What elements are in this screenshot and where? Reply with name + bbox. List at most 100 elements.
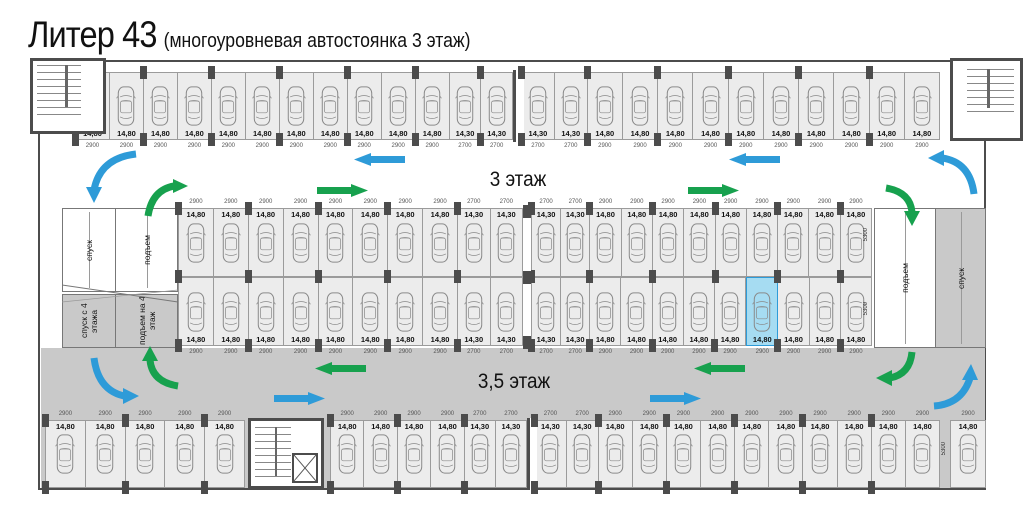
parking-space[interactable]: 14,80 2900 [710,277,747,355]
parking-space[interactable]: 14,30 2700 [454,277,491,355]
parking-space[interactable]: 14,80 2900 [774,199,810,283]
car-icon [627,220,647,266]
parking-space[interactable]: 14,80 2900 [207,66,246,149]
parking-space[interactable]: 14,80 2900 [384,277,424,355]
parking-space[interactable]: 14,80 2900 [809,199,841,277]
parking-space[interactable]: 14,80 2900 [836,277,873,355]
parking-space[interactable]: 14,30 2700 [561,199,591,277]
parking-space[interactable]: 14,80 2900 [165,411,206,488]
parking-space[interactable]: 14,80 2900 [109,72,144,149]
parking-space[interactable]: 14,80 2900 [632,411,667,488]
parking-space[interactable]: 14,80 2900 [693,72,729,149]
parking-space[interactable]: 14,80 2900 [865,66,905,149]
parking-space[interactable]: 14,80 2900 [175,277,214,355]
parking-space[interactable]: 14,30 2700 [518,66,555,149]
parking-space[interactable]: 14,80 2900 [393,411,432,494]
parking-space[interactable]: 14,80 2900 [353,199,389,277]
parking-space[interactable]: 14,80 2900 [423,277,458,355]
parking-space[interactable]: 14,80 2900 [384,199,424,283]
parking-space[interactable]: 14,80 2900 [950,411,986,488]
parking-space[interactable]: 14,80 2900 [731,411,770,494]
parking-space[interactable]: 14,80 2900 [42,411,86,494]
parking-space[interactable]: 14,80 2900 [411,66,450,149]
parking-space[interactable]: 14,80 2900 [701,411,736,488]
parking-space[interactable]: 14,30 2700 [566,411,599,488]
parking-space[interactable]: 14,30 2700 [460,411,496,494]
staircase-top-left[interactable] [30,58,106,134]
parking-space[interactable]: 14,80 2900 [654,66,694,149]
parking-space[interactable]: 14,80 2900 [586,277,622,355]
parking-space[interactable]: 14,80 2900 [381,72,416,149]
parking-space[interactable]: 14,80 2900 [343,66,382,149]
parking-space[interactable]: 14,30 2700 [490,199,523,277]
parking-space[interactable]: 14,80 2900 [201,411,245,494]
parking-space[interactable]: 14,80 2900 [314,199,354,283]
parking-space[interactable]: 14,80 2900 [834,72,870,149]
ramp-ascend[interactable]: подъем [116,208,178,292]
parking-space[interactable]: 14,80 2900 [836,199,873,283]
parking-space[interactable]: 14,80 2900 [769,411,804,488]
parking-space[interactable]: 14,80 2900 [774,277,810,355]
parking-space[interactable]: 14,80 2900 [139,66,178,149]
parking-space[interactable]: 14,80 2900 [746,199,779,277]
parking-space[interactable]: 14,30 2700 [561,277,591,355]
ramp-ascend[interactable]: подъем [874,208,936,348]
parking-space[interactable]: 14,80 2900 [245,72,280,149]
ramp-descend[interactable]: спуск [62,208,116,292]
parking-space[interactable]: 14,80 2900 [244,199,284,283]
parking-space[interactable]: 14,30 2700 [527,199,562,283]
ramp-descend[interactable]: спуск [936,208,986,348]
parking-space[interactable]: 14,80 2900 [583,66,623,149]
parking-space[interactable]: 14,80 2900 [586,199,622,283]
staircase-top-right[interactable] [950,58,1023,141]
parking-space[interactable]: 14,80 2900 [648,277,684,355]
parking-space[interactable]: 14,80 2900 [213,199,249,277]
parking-space[interactable]: 14,80 2900 [711,199,747,283]
parking-space[interactable]: 14,80 2900 [283,199,319,277]
parking-space[interactable]: 14,30 2700 [449,72,482,149]
parking-space[interactable]: 14,80 2900 [724,66,764,149]
parking-space[interactable]: 14,80 2900 [423,199,458,277]
parking-space[interactable]: 14,30 2700 [554,72,588,149]
parking-space[interactable]: 14,80 2900 [177,72,212,149]
parking-space[interactable]: 14,80 2900 [905,411,941,488]
parking-space[interactable]: 14,80 2900 [837,411,872,488]
parking-space[interactable]: 14,80 2900 [662,411,702,494]
ramp-descend-from-4[interactable]: спуск с 4 этажа [62,294,116,348]
parking-space[interactable]: 14,80 2900 [353,277,389,355]
parking-space[interactable]: 14,80 2900 [275,66,314,149]
parking-space[interactable]: 14,80 2900 [364,411,398,488]
parking-space[interactable]: 14,30 2700 [495,411,527,488]
parking-space[interactable]: 14,80 2900 [244,277,284,355]
parking-space[interactable]: 14,80 2900 [763,72,800,149]
parking-space[interactable]: 14,80 2900 [683,277,715,355]
parking-space[interactable]: 14,80 2900 [621,277,653,355]
parking-space[interactable]: 14,80 2900 [867,411,906,494]
parking-space[interactable]: 14,80 2900 [648,199,685,283]
staircase-bottom[interactable] [248,418,324,489]
parking-space[interactable]: 14,80 2900 [85,411,126,488]
parking-space[interactable]: 14,80 2900 [121,411,166,494]
parking-space[interactable]: 14,80 2900 [594,411,633,494]
parking-space[interactable]: 14,30 2700 [531,411,567,494]
parking-space[interactable]: 14,80 2900 [904,72,941,149]
parking-space[interactable]: 14,80 2900 [175,199,214,283]
parking-space[interactable]: 14,80 2900 [283,277,319,355]
parking-space[interactable]: 14,80 2900 [431,411,465,488]
parking-space[interactable]: 14,80 2900 [621,199,653,277]
parking-space[interactable]: 14,80 2900 [313,72,348,149]
parking-space[interactable]: 14,80 2900 [314,277,354,355]
parking-space[interactable]: 14,30 2700 [454,199,491,283]
parking-space[interactable]: 14,80 2900 [809,277,841,355]
parking-space[interactable]: 14,80 2900 [622,72,659,149]
parking-space[interactable]: 14,30 2700 [477,66,513,149]
parking-space[interactable]: 14,80 2900 [213,277,249,355]
parking-space[interactable]: 14,80 2900 [795,66,835,149]
parking-space[interactable]: 14,80 2900 [326,411,365,494]
parking-space[interactable]: 14,80 2900 [746,277,779,355]
parking-space[interactable]: 14,80 2900 [799,411,838,494]
parking-space[interactable]: 14,30 2700 [490,277,523,355]
parking-space[interactable]: 14,30 2700 [527,277,562,355]
parking-space[interactable]: 14,80 2900 [684,199,716,277]
ramp-ascend-to-4[interactable]: подъем на 4 этаж [116,294,178,348]
